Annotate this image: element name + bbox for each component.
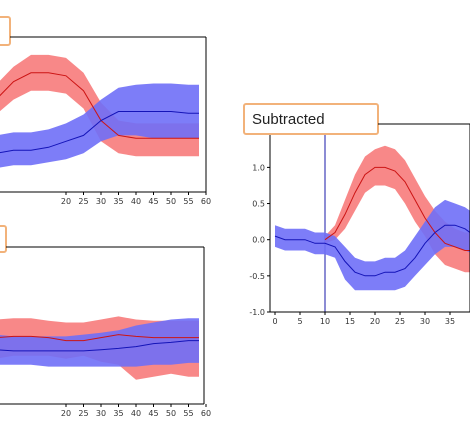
blue-mean-line [0,340,199,352]
panel-bottom-left: 20 25 30 35 40 45 50 55 60 [0,225,211,418]
x-tick-label: 20 [61,197,71,206]
x-tick-label: 25 [78,197,88,206]
x-tick-label: 30 [96,409,106,418]
x-tick-label: 40 [131,409,141,418]
panel-label-box [0,225,7,253]
blue-band [0,318,199,367]
x-tick-label: 15 [345,317,355,326]
x-tick-label: 60 [201,197,211,206]
y-tick-label: 1.0 [252,163,265,172]
x-tick-label: 50 [166,409,176,418]
x-tick-label: 25 [395,317,405,326]
x-tick-label: 45 [148,197,158,206]
x-tick-label: 0 [272,317,277,326]
plot-area: 20 25 30 35 40 45 50 55 60 [0,247,211,418]
blue-band [275,199,470,291]
x-tick-label: 35 [113,409,123,418]
x-tick-label: 50 [166,197,176,206]
x-tick-label: 20 [370,317,380,326]
x-tick-label: 45 [148,409,158,418]
y-tick-label: 0.5 [252,200,265,209]
panel-label-box [0,16,11,46]
y-tick-label: -1.0 [249,308,265,317]
x-tick-label: 30 [420,317,430,326]
x-tick-label: 60 [201,409,211,418]
x-tick-label: 30 [96,197,106,206]
x-tick-label: 35 [113,197,123,206]
blue-mean-line [0,111,199,154]
x-tick-label: 55 [183,409,193,418]
red-mean-line [0,334,199,342]
red-mean-line [324,166,470,251]
y-tick-label: 0.0 [252,236,265,245]
x-tick-label: 5 [297,317,302,326]
y-tick-label: -0.5 [249,272,265,281]
x-tick-label: 10 [320,317,330,326]
x-tick-label: 35 [445,317,455,326]
plot-area: 20 25 30 35 40 45 50 55 60 [0,37,211,206]
x-tick-label: 40 [131,197,141,206]
panel-top-left: 20 25 30 35 40 45 50 55 60 [0,16,211,206]
panel-title: Subtracted [252,111,325,128]
blue-mean-line [274,224,470,277]
panel-label-box [243,103,379,135]
x-tick-label: 20 [61,409,71,418]
x-tick-label: 25 [78,409,88,418]
x-tick-label: 55 [183,197,193,206]
